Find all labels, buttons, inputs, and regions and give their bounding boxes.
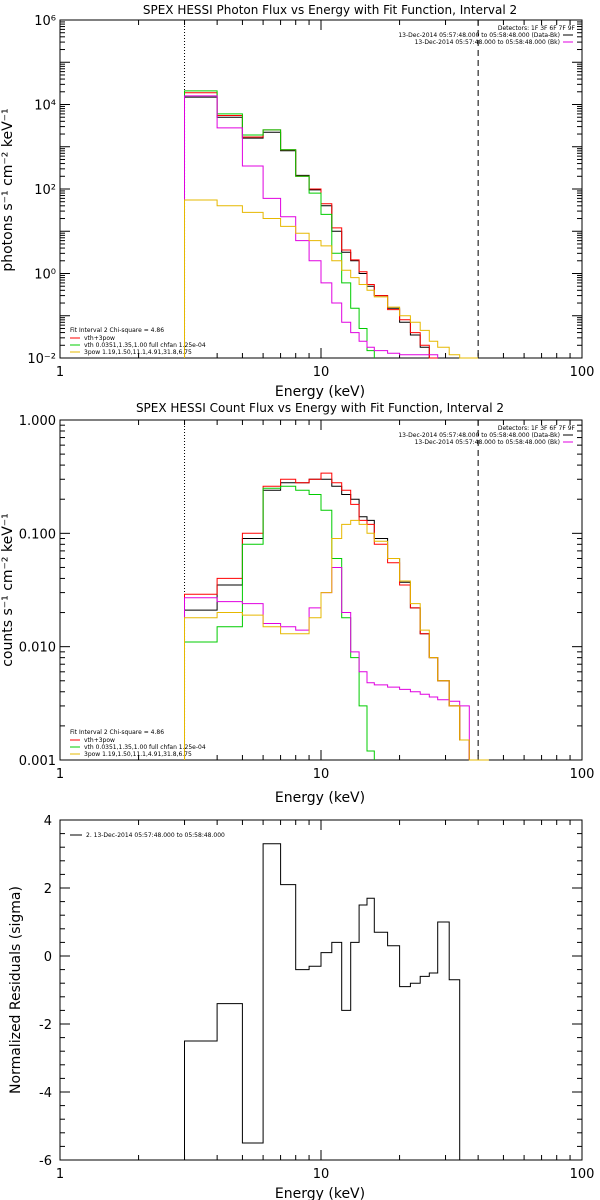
series-line-4 bbox=[184, 567, 470, 760]
series-line-1 bbox=[184, 843, 461, 1160]
count-flux-fit-header: Fit Interval 2 Chi-square = 4.86 bbox=[70, 729, 164, 736]
photon-flux-ticks: 1 10 100 10⁻² 10⁰ 10² 10⁴ 10⁶ bbox=[27, 14, 594, 380]
y-tick-label: 1.000 bbox=[19, 414, 56, 429]
residuals-ticks: 1 10 100 -6 -4 -2 0 2 4 bbox=[39, 814, 594, 1182]
y-tick-label: -6 bbox=[39, 1154, 52, 1169]
photon-flux-y-label: photons s⁻¹ cm⁻² keV⁻¹ bbox=[0, 108, 16, 271]
y-tick-label: 10⁴ bbox=[34, 99, 56, 114]
photon-flux-panel: SPEX HESSI Photon Flux vs Energy with Fi… bbox=[0, 3, 594, 400]
count-flux-fit-label-2: vth 0.0351,1.35,1.00 full chfan 1.25e-04 bbox=[84, 744, 206, 751]
photon-flux-detectors: Detectors: 1F 3F 6F 7F 9F bbox=[498, 25, 576, 32]
series-line-5 bbox=[184, 199, 479, 359]
photon-flux-x-label: Energy (keV) bbox=[275, 384, 365, 400]
count-flux-panel: SPEX HESSI Count Flux vs Energy with Fit… bbox=[0, 401, 594, 806]
series-line-4 bbox=[184, 95, 439, 358]
y-tick-label: -4 bbox=[39, 1086, 52, 1101]
x-tick-label: 10 bbox=[313, 365, 330, 380]
photon-flux-fit-label-1: vth+3pow bbox=[84, 335, 115, 342]
count-flux-title: SPEX HESSI Count Flux vs Energy with Fit… bbox=[136, 401, 504, 415]
x-tick-label: 1 bbox=[56, 365, 64, 380]
photon-flux-legend-entry-2: 13-Dec-2014 05:57:48.000 to 05:58:48.000… bbox=[415, 39, 560, 46]
residuals-y-label: Normalized Residuals (sigma) bbox=[8, 886, 24, 1094]
y-tick-label: 0.100 bbox=[19, 527, 56, 542]
series-line-5 bbox=[184, 519, 489, 761]
count-flux-ticks: 1 10 100 0.001 0.010 0.100 1.000 bbox=[19, 414, 595, 782]
y-tick-label: 10⁶ bbox=[34, 14, 56, 29]
photon-flux-fit-header: Fit Interval 2 Chi-square = 4.86 bbox=[70, 327, 164, 334]
count-flux-y-label: counts s⁻¹ cm⁻² keV⁻¹ bbox=[0, 513, 16, 667]
series-line-2 bbox=[184, 472, 470, 760]
count-flux-fit-label-1: vth+3pow bbox=[84, 737, 115, 744]
count-flux-legend-entry-1: 13-Dec-2014 05:57:48.000 to 05:58:48.000… bbox=[398, 432, 560, 439]
y-tick-label: 10⁰ bbox=[34, 268, 56, 283]
y-tick-label: -2 bbox=[39, 1018, 52, 1033]
series-line-1 bbox=[184, 478, 470, 760]
x-tick-label: 1 bbox=[56, 1167, 64, 1182]
x-tick-label: 10 bbox=[313, 767, 330, 782]
y-tick-label: 0.010 bbox=[19, 641, 56, 656]
series-line-3 bbox=[184, 485, 375, 760]
count-flux-legend-entry-2: 13-Dec-2014 05:57:48.000 to 05:58:48.000… bbox=[415, 439, 560, 446]
y-tick-label: 2 bbox=[44, 882, 52, 897]
x-tick-label: 100 bbox=[570, 767, 595, 782]
residuals-legend-label: 2. 13-Dec-2014 05:57:48.000 to 05:58:48.… bbox=[86, 832, 225, 839]
count-flux-x-label: Energy (keV) bbox=[275, 790, 365, 806]
residuals-x-label: Energy (keV) bbox=[275, 1186, 365, 1200]
series-line-2 bbox=[184, 92, 438, 359]
residuals-marks bbox=[184, 843, 461, 1160]
y-tick-label: 10² bbox=[34, 183, 56, 198]
x-tick-label: 1 bbox=[56, 767, 64, 782]
y-tick-label: 0 bbox=[44, 950, 52, 965]
photon-flux-fit-label-3: 3pow 1.19,1.50,11.1,4.91,31.8,6.75 bbox=[84, 349, 192, 356]
count-flux-plot-frame bbox=[59, 419, 583, 761]
y-tick-label: 10⁻² bbox=[27, 352, 56, 367]
count-flux-detectors: Detectors: 1F 3F 6F 7F 9F bbox=[498, 425, 576, 432]
count-flux-fit-label-3: 3pow 1.19,1.50,11.1,4.91,31.8,6.75 bbox=[84, 751, 192, 758]
series-line-3 bbox=[184, 90, 375, 358]
count-flux-marks bbox=[184, 420, 489, 761]
photon-flux-title: SPEX HESSI Photon Flux vs Energy with Fi… bbox=[143, 3, 517, 17]
photon-flux-legend-entry-1: 13-Dec-2014 05:57:48.000 to 05:58:48.000… bbox=[398, 32, 560, 39]
photon-flux-marks bbox=[184, 20, 479, 359]
photon-flux-fit-label-2: vth 0.0351,1.35,1.00 full chfan 1.25e-04 bbox=[84, 342, 206, 349]
y-tick-label: 0.001 bbox=[19, 754, 56, 769]
residuals-panel: 1 10 100 -6 -4 -2 0 2 4 Energy (keV) Normalized … bbox=[8, 814, 594, 1200]
x-tick-label: 10 bbox=[313, 1167, 330, 1182]
x-tick-label: 100 bbox=[570, 1167, 595, 1182]
residuals-plot-frame bbox=[59, 819, 583, 1161]
x-tick-label: 100 bbox=[570, 365, 595, 380]
y-tick-label: 4 bbox=[44, 814, 52, 829]
